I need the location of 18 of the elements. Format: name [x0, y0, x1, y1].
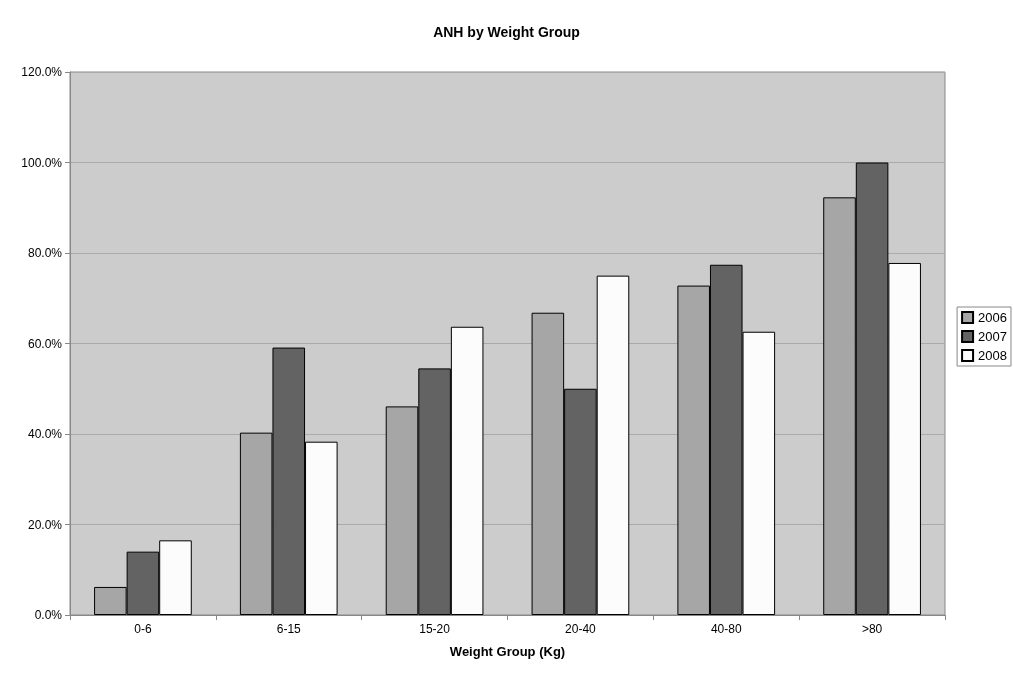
x-tick-label: 0-6 — [134, 622, 152, 636]
x-tick-label: 40-80 — [710, 622, 742, 636]
x-tick-label: 20-40 — [565, 622, 597, 636]
x-tick-label: 15-20 — [419, 622, 451, 636]
y-tick-label: 100.0% — [21, 155, 63, 170]
x-axis-title: Weight Group (Kg) — [449, 644, 566, 659]
y-tick-label: 60.0% — [27, 336, 63, 351]
y-tick-label: 20.0% — [27, 517, 63, 532]
y-tick-label: 80.0% — [27, 246, 63, 260]
legend-label: 2006 — [978, 310, 1007, 325]
y-tick-label: 0.0% — [34, 608, 63, 622]
y-tick-label: 120.0% — [21, 65, 63, 79]
y-tick-label: 40.0% — [27, 427, 63, 441]
chart-title: ANH by Weight Group — [433, 24, 580, 40]
legend-label: 2008 — [978, 348, 1007, 363]
x-tick-label: 6-15 — [276, 622, 302, 636]
legend-label: 2007 — [978, 329, 1007, 344]
x-tick-label: >80 — [861, 622, 883, 636]
